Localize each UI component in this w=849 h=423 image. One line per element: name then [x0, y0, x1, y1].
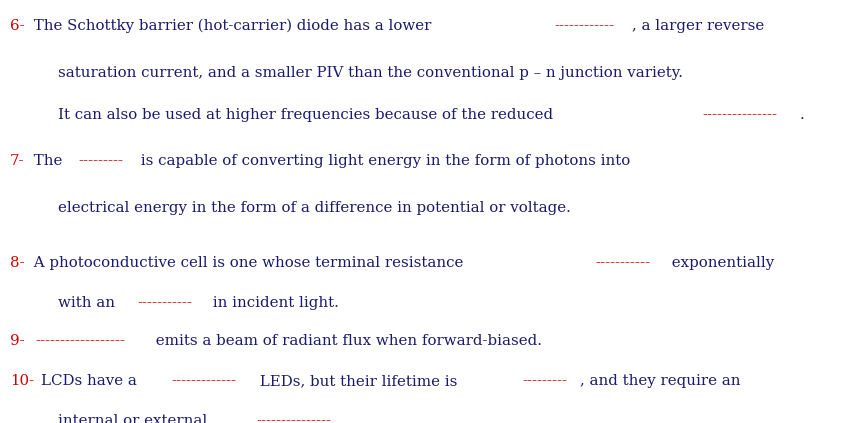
- Text: is capable of converting light energy in the form of photons into: is capable of converting light energy in…: [136, 154, 631, 168]
- Text: .: .: [353, 414, 358, 423]
- Text: LCDs have a: LCDs have a: [42, 374, 142, 388]
- Text: -----------: -----------: [596, 256, 650, 270]
- Text: 8-: 8-: [10, 256, 25, 270]
- Text: ------------------: ------------------: [35, 334, 125, 348]
- Text: ---------: ---------: [78, 154, 123, 168]
- Text: -------------: -------------: [171, 374, 236, 388]
- Text: exponentially: exponentially: [666, 256, 774, 270]
- Text: 10-: 10-: [10, 374, 34, 388]
- Text: 7-: 7-: [10, 154, 25, 168]
- Text: 6-: 6-: [10, 19, 25, 33]
- Text: It can also be used at higher frequencies because of the reduced: It can also be used at higher frequencie…: [58, 108, 558, 122]
- Text: in incident light.: in incident light.: [208, 296, 340, 310]
- Text: emits a beam of radiant flux when forward-biased.: emits a beam of radiant flux when forwar…: [151, 334, 543, 348]
- Text: saturation current, and a smaller PIV than the conventional p – n junction varie: saturation current, and a smaller PIV th…: [58, 66, 683, 80]
- Text: 9-: 9-: [10, 334, 25, 348]
- Text: The: The: [29, 154, 67, 168]
- Text: ---------------: ---------------: [703, 108, 778, 122]
- Text: -----------: -----------: [138, 296, 193, 310]
- Text: LEDs, but their lifetime is: LEDs, but their lifetime is: [255, 374, 462, 388]
- Text: , and they require an: , and they require an: [581, 374, 741, 388]
- Text: internal or external: internal or external: [58, 414, 211, 423]
- Text: electrical energy in the form of a difference in potential or voltage.: electrical energy in the form of a diffe…: [58, 201, 571, 215]
- Text: with an: with an: [58, 296, 120, 310]
- Text: ---------------: ---------------: [256, 414, 331, 423]
- Text: A photoconductive cell is one whose terminal resistance: A photoconductive cell is one whose term…: [29, 256, 468, 270]
- Text: ---------: ---------: [522, 374, 567, 388]
- Text: ------------: ------------: [554, 19, 615, 33]
- Text: The Schottky barrier (hot-carrier) diode has a lower: The Schottky barrier (hot-carrier) diode…: [29, 19, 436, 33]
- Text: , a larger reverse: , a larger reverse: [632, 19, 764, 33]
- Text: .: .: [800, 108, 804, 122]
